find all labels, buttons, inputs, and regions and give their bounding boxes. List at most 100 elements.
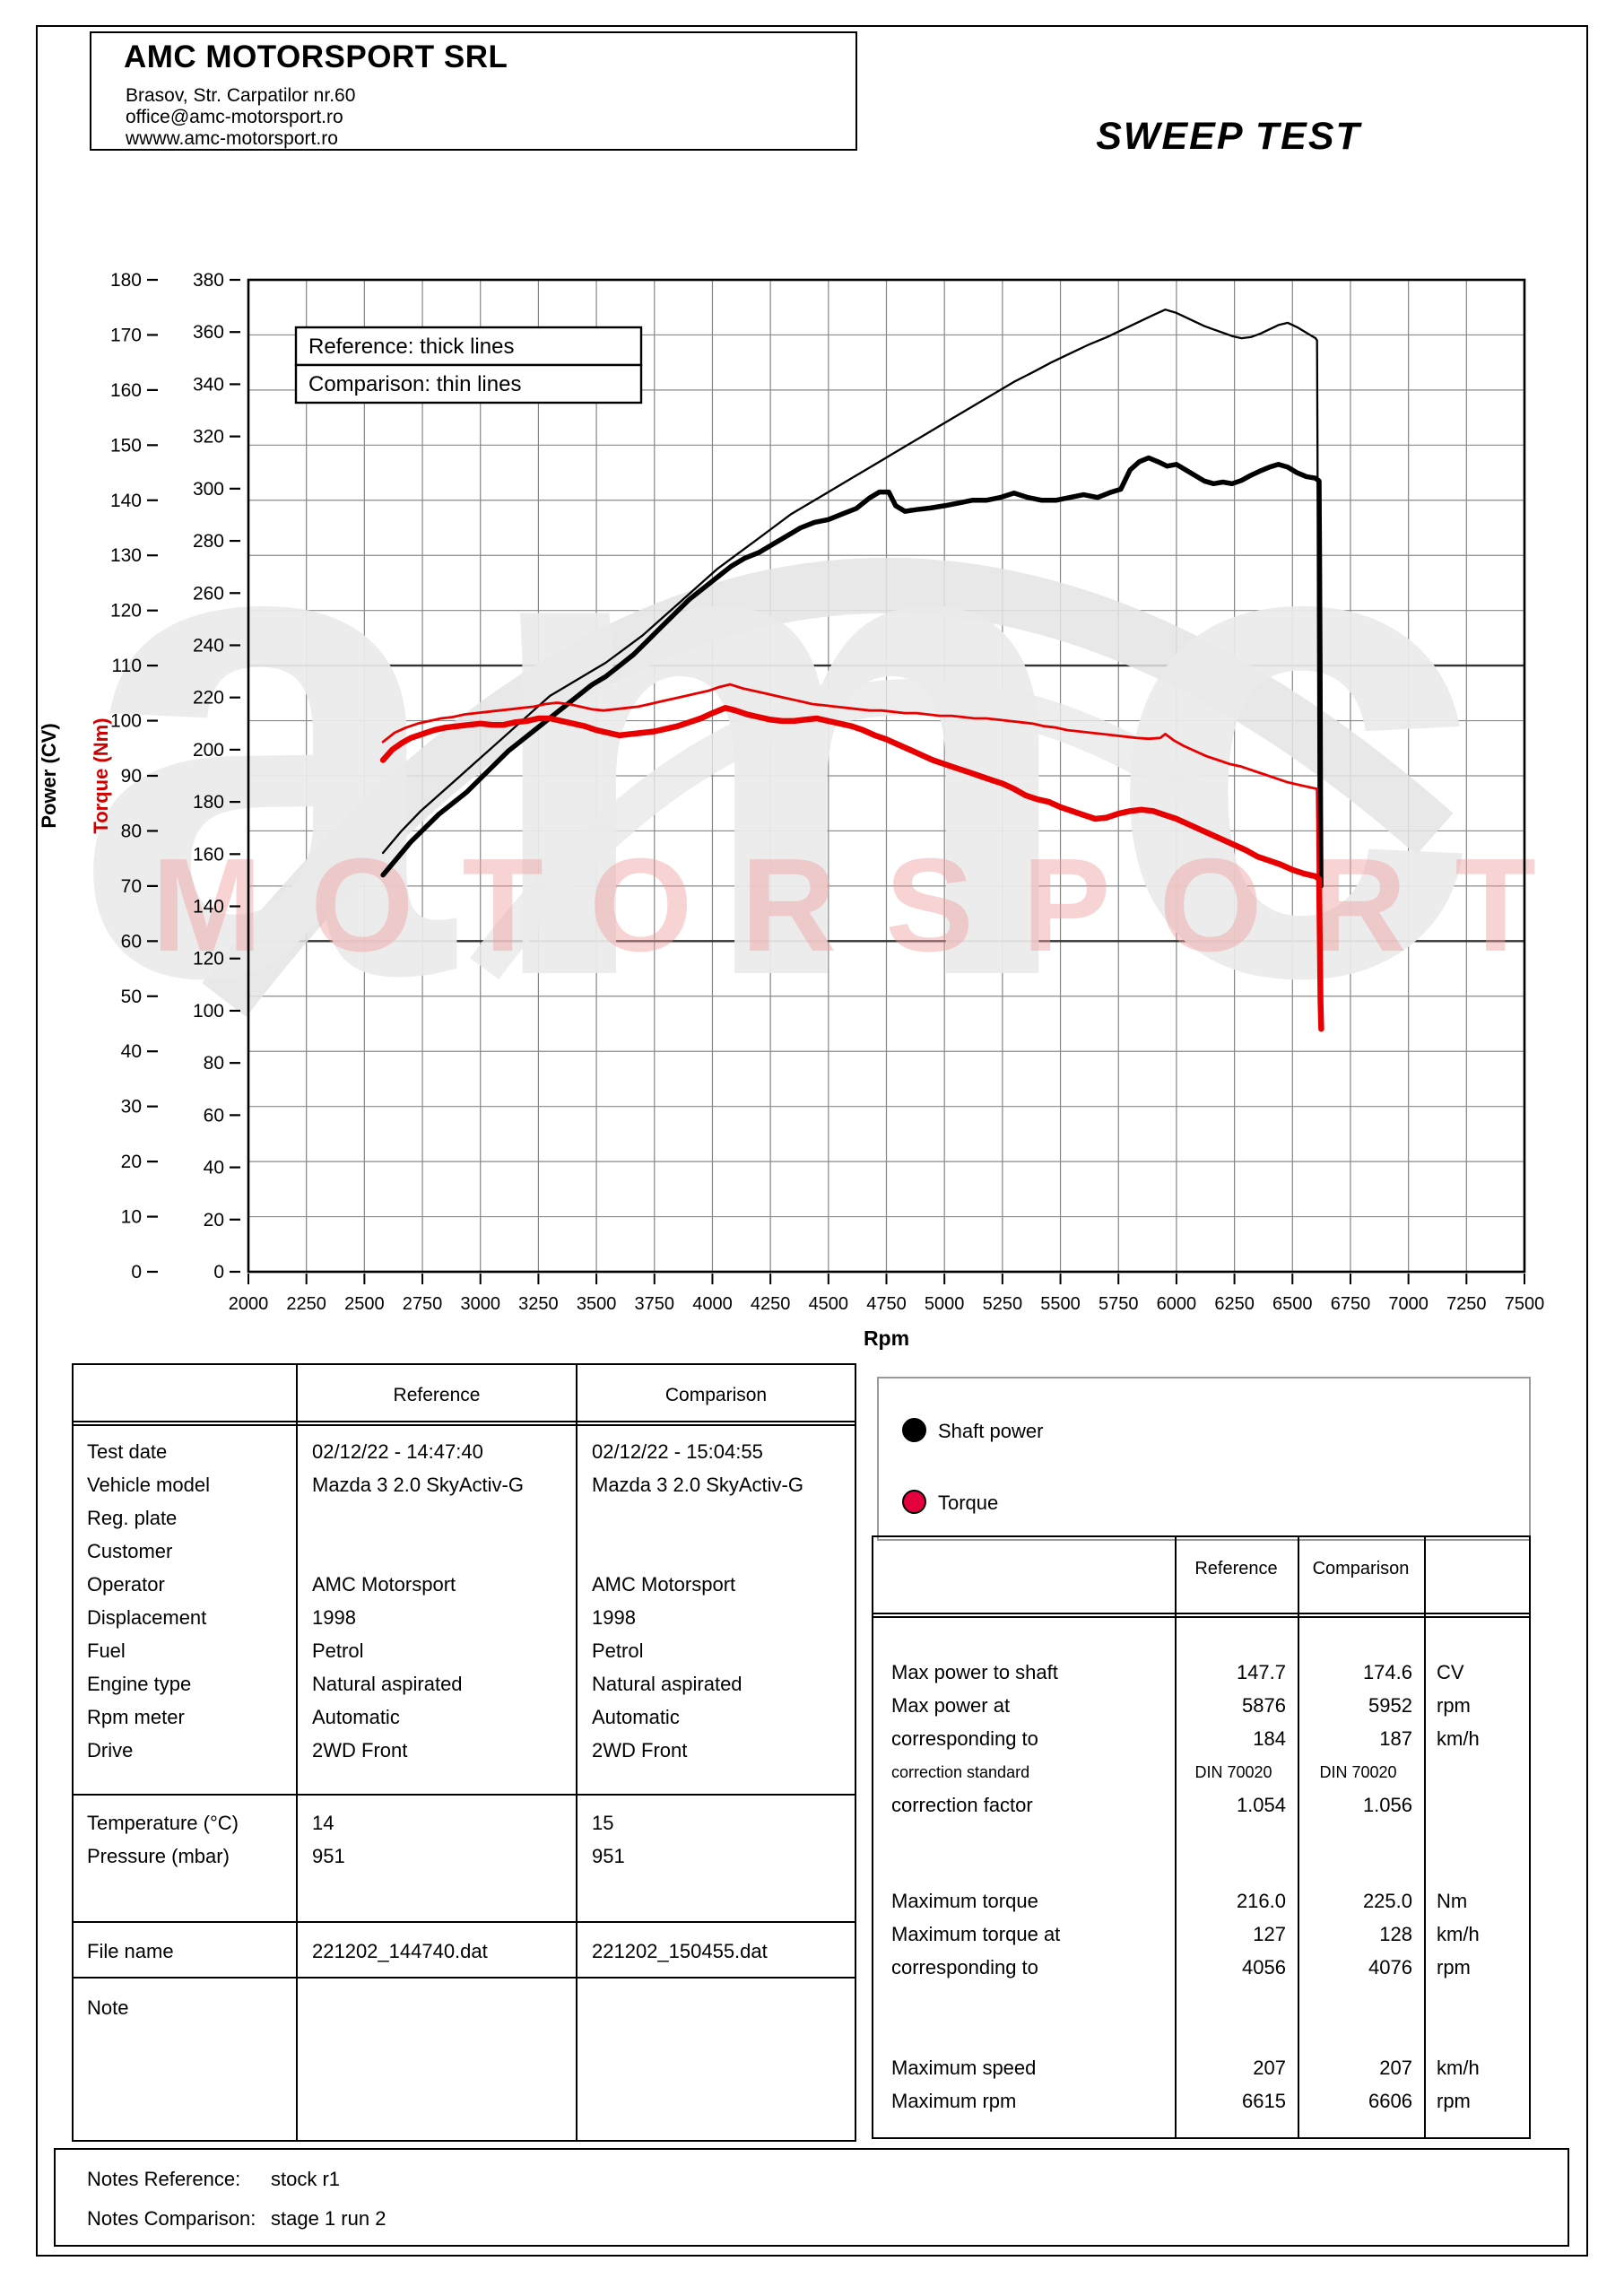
curve-reference-torque <box>379 705 1324 1032</box>
svg-text:50: 50 <box>121 987 142 1007</box>
ambient-row-comparison-value: 951 <box>592 1845 625 1867</box>
svg-text:380: 380 <box>193 270 224 291</box>
svg-text:4250: 4250 <box>751 1294 791 1314</box>
svg-text:4750: 4750 <box>866 1294 907 1314</box>
watermark-car-swoosh-icon <box>202 557 1454 1017</box>
axis-labels: 0 10 20 30 40 50 60 70 80 90 100 110 120 130 140 150 160… <box>110 270 1544 1350</box>
svg-text:6000: 6000 <box>1157 1294 1197 1314</box>
svg-text:100: 100 <box>110 711 142 732</box>
notes-reference-value: stock r1 <box>271 2168 341 2190</box>
info-row-label: Engine type <box>87 1673 192 1695</box>
marker-legend-label: Torque <box>938 1492 999 1514</box>
notes-box: Notes Reference: stock r1 Notes Comparis… <box>54 2148 1569 2247</box>
plot-border <box>247 278 1526 1274</box>
watermark-motorsport-text: MOTORSPORT <box>152 831 1585 979</box>
svg-text:7000: 7000 <box>1388 1294 1429 1314</box>
column-divider <box>1175 1537 1177 2137</box>
info-row-comparison-value: Natural aspirated <box>592 1673 743 1695</box>
svg-text:20: 20 <box>204 1210 224 1231</box>
chart-grid <box>248 280 1525 1272</box>
ambient-row-reference-value: 951 <box>312 1845 345 1867</box>
info-row-label: Operator <box>87 1573 165 1596</box>
result-reference-value: 216.0 <box>1236 1890 1286 1912</box>
info-row-reference-value: Petrol <box>312 1639 364 1662</box>
watermark-amc-text: amc <box>74 357 1505 1118</box>
svg-text:2250: 2250 <box>286 1294 326 1314</box>
svg-text:7500: 7500 <box>1505 1294 1545 1314</box>
marker-legend-label: Shaft power <box>938 1420 1044 1442</box>
torque-marker-icon <box>902 1490 926 1514</box>
result-comparison-value: 4076 <box>1368 1956 1412 1979</box>
svg-text:4000: 4000 <box>692 1294 733 1314</box>
result-row-label: corresponding to <box>891 1956 1038 1979</box>
result-row-label: correction factor <box>891 1794 1033 1816</box>
svg-text:3000: 3000 <box>460 1294 500 1314</box>
result-unit: CV <box>1437 1661 1464 1683</box>
svg-text:80: 80 <box>121 821 142 841</box>
result-comparison-value: 174.6 <box>1362 1661 1412 1683</box>
info-row-reference-value: 2WD Front <box>312 1739 408 1761</box>
result-reference-value: 5876 <box>1242 1694 1286 1717</box>
header-separator <box>74 1421 855 1426</box>
result-row-label: Max power to shaft <box>891 1661 1058 1683</box>
curve-comparison-torque <box>381 683 1321 955</box>
result-comparison-value: 5952 <box>1368 1694 1412 1717</box>
info-row-label: Reg. plate <box>87 1507 178 1529</box>
svg-text:6500: 6500 <box>1272 1294 1313 1314</box>
result-reference-value: DIN 70020 <box>1194 1763 1272 1781</box>
info-row-comparison-value: Petrol <box>592 1639 644 1662</box>
result-comparison-value: 207 <box>1379 2057 1412 2079</box>
svg-text:140: 140 <box>193 897 224 918</box>
svg-text:360: 360 <box>193 322 224 343</box>
company-header-box <box>90 31 857 151</box>
result-unit: rpm <box>1437 2090 1471 2112</box>
info-row-comparison-value: Mazda 3 2.0 SkyActiv-G <box>592 1474 803 1496</box>
info-row-comparison-value: 1998 <box>592 1606 636 1629</box>
info-row-label: Drive <box>87 1739 134 1761</box>
svg-text:3500: 3500 <box>577 1294 617 1314</box>
svg-text:0: 0 <box>213 1262 224 1283</box>
column-divider <box>1424 1537 1426 2137</box>
svg-text:3750: 3750 <box>635 1294 675 1314</box>
power-axis-title: Power (CV) <box>38 723 60 828</box>
svg-text:200: 200 <box>193 740 224 761</box>
info-row-comparison-value: 2WD Front <box>592 1739 688 1761</box>
svg-text:6750: 6750 <box>1331 1294 1371 1314</box>
result-unit: Nm <box>1437 1890 1468 1912</box>
torque-axis-title: Torque (Nm) <box>90 718 112 833</box>
result-reference-value: 207 <box>1253 2057 1286 2079</box>
result-unit: km/h <box>1437 2057 1480 2079</box>
company-email: office@amc-motorsport.ro <box>126 107 343 127</box>
svg-text:90: 90 <box>121 766 142 787</box>
results-col-header-comparison: Comparison <box>1312 1559 1410 1578</box>
svg-text:130: 130 <box>110 545 142 566</box>
curve-comparison-shaft-power <box>381 309 1320 926</box>
company-address: Brasov, Str. Carpatilor nr.60 <box>126 85 356 106</box>
notes-comparison-label: Notes Comparison: <box>87 2207 256 2230</box>
svg-text:30: 30 <box>121 1097 142 1118</box>
notes-reference-label: Notes Reference: <box>87 2168 241 2190</box>
result-row-label: Maximum rpm <box>891 2090 1017 2112</box>
report-title: SWEEP TEST <box>1096 115 1361 158</box>
svg-text:100: 100 <box>193 1001 224 1022</box>
info-row-comparison-value: 02/12/22 - 15:04:55 <box>592 1440 763 1463</box>
svg-text:10: 10 <box>121 1207 142 1228</box>
info-row-reference-value: AMC Motorsport <box>312 1573 456 1596</box>
company-website: wwww.amc-motorsport.ro <box>126 128 338 149</box>
result-reference-value: 1.054 <box>1236 1794 1286 1816</box>
shaft-power-marker-icon <box>902 1418 926 1442</box>
line-style-legend-item: Comparison: thin lines <box>308 372 521 396</box>
result-row-label: Maximum torque at <box>891 1923 1061 1945</box>
info-row-reference-value: Automatic <box>312 1706 400 1728</box>
svg-text:160: 160 <box>110 380 142 401</box>
info-row-reference-value: 1998 <box>312 1606 356 1629</box>
result-row-label: Max power at <box>891 1694 1011 1717</box>
result-unit: rpm <box>1437 1694 1471 1717</box>
result-row-label: Maximum torque <box>891 1890 1038 1912</box>
svg-text:180: 180 <box>193 792 224 813</box>
result-comparison-value: 225.0 <box>1362 1890 1412 1912</box>
note-row-label: Note <box>87 1996 129 2019</box>
info-row-reference-value: Mazda 3 2.0 SkyActiv-G <box>312 1474 524 1496</box>
